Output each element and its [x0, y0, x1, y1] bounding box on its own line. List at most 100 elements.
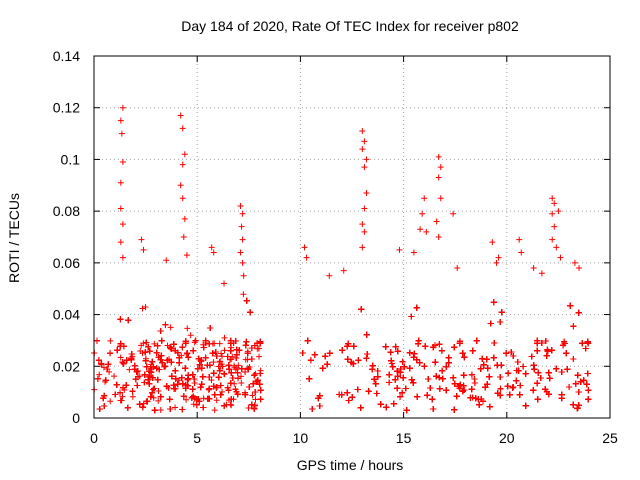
roti-point	[196, 361, 203, 368]
roti-point	[217, 358, 224, 365]
roti-point	[219, 388, 226, 395]
roti-point	[221, 347, 228, 354]
roti-point	[208, 377, 215, 384]
roti-point	[184, 325, 191, 332]
roti-point	[172, 375, 179, 382]
roti-point	[119, 393, 126, 400]
roti-point	[117, 340, 124, 347]
roti-point	[243, 338, 250, 345]
roti-point	[256, 381, 263, 388]
roti-point	[227, 347, 234, 354]
roti-point	[159, 359, 166, 366]
roti-point	[126, 366, 133, 373]
roti-point	[206, 373, 213, 380]
roti-point	[153, 349, 160, 356]
roti-point	[107, 398, 114, 405]
roti-point	[94, 375, 101, 382]
roti-point	[114, 347, 121, 354]
roti-point	[251, 402, 258, 409]
roti-point	[198, 365, 205, 372]
roti-point	[141, 379, 148, 386]
roti-point	[149, 358, 156, 365]
roti-point	[225, 362, 232, 369]
roti-point	[247, 309, 254, 316]
roti-point	[178, 374, 185, 381]
roti-point	[157, 393, 164, 400]
roti-point	[104, 366, 111, 373]
roti-point	[142, 349, 149, 356]
roti-point	[151, 385, 158, 392]
roti-point	[129, 388, 136, 395]
roti-point	[117, 389, 124, 396]
roti-point	[210, 359, 217, 366]
roti-point	[96, 371, 103, 378]
roti-point	[228, 396, 235, 403]
roti-point	[242, 389, 249, 396]
roti-point	[161, 363, 168, 370]
roti-point	[142, 303, 149, 310]
roti-point	[123, 357, 130, 364]
roti-point	[209, 350, 216, 357]
roti-point	[101, 392, 108, 399]
roti-point	[225, 387, 232, 394]
roti-point	[242, 342, 249, 349]
roti-point	[182, 340, 189, 347]
roti-point	[232, 338, 239, 345]
roti-point	[195, 355, 202, 362]
roti-point	[156, 366, 163, 373]
roti-point	[192, 337, 199, 344]
roti-point	[244, 350, 251, 357]
roti-point	[202, 354, 209, 361]
roti-point	[98, 360, 105, 367]
roti-point	[165, 384, 172, 391]
roti-point	[184, 376, 191, 383]
roti-point	[149, 374, 156, 381]
roti-point	[153, 365, 160, 372]
roti-point	[200, 404, 207, 411]
roti-point	[242, 368, 249, 375]
roti-point	[213, 384, 220, 391]
roti-point	[119, 384, 126, 391]
roti-point	[190, 347, 197, 354]
roti-point	[228, 369, 235, 376]
roti-point	[150, 386, 157, 393]
roti-point	[218, 350, 225, 357]
roti-point	[238, 373, 245, 380]
roti-point	[189, 386, 196, 393]
roti-point	[229, 374, 236, 381]
roti-point	[227, 380, 234, 387]
roti-point	[206, 385, 213, 392]
roti-point	[184, 350, 191, 357]
roti-point	[139, 350, 146, 357]
roti-point	[144, 398, 151, 405]
roti-point	[123, 382, 130, 389]
roti-point	[120, 343, 127, 350]
roti-point	[216, 359, 223, 366]
roti-point	[198, 381, 205, 388]
roti-point	[151, 407, 158, 414]
roti-point	[221, 334, 228, 341]
roti-point	[238, 380, 245, 387]
roti-point	[124, 404, 131, 411]
roti-point	[216, 367, 223, 374]
roti-point	[224, 353, 231, 360]
roti-point	[198, 357, 205, 364]
roti-point	[189, 371, 196, 378]
roti-point	[179, 380, 186, 387]
roti-point	[167, 344, 174, 351]
grid-lines	[94, 56, 610, 418]
roti-point	[157, 356, 164, 363]
roti-point	[221, 402, 228, 409]
roti-point	[199, 373, 206, 380]
roti-point	[251, 372, 258, 379]
roti-point	[176, 354, 183, 361]
roti-point	[257, 370, 264, 377]
roti-point	[170, 341, 177, 348]
roti-point	[200, 395, 207, 402]
roti-point	[166, 396, 173, 403]
roti-point	[120, 360, 127, 367]
roti-point	[256, 353, 263, 360]
roti-point	[249, 392, 256, 399]
roti-point	[172, 367, 179, 374]
roti-point	[252, 388, 259, 395]
